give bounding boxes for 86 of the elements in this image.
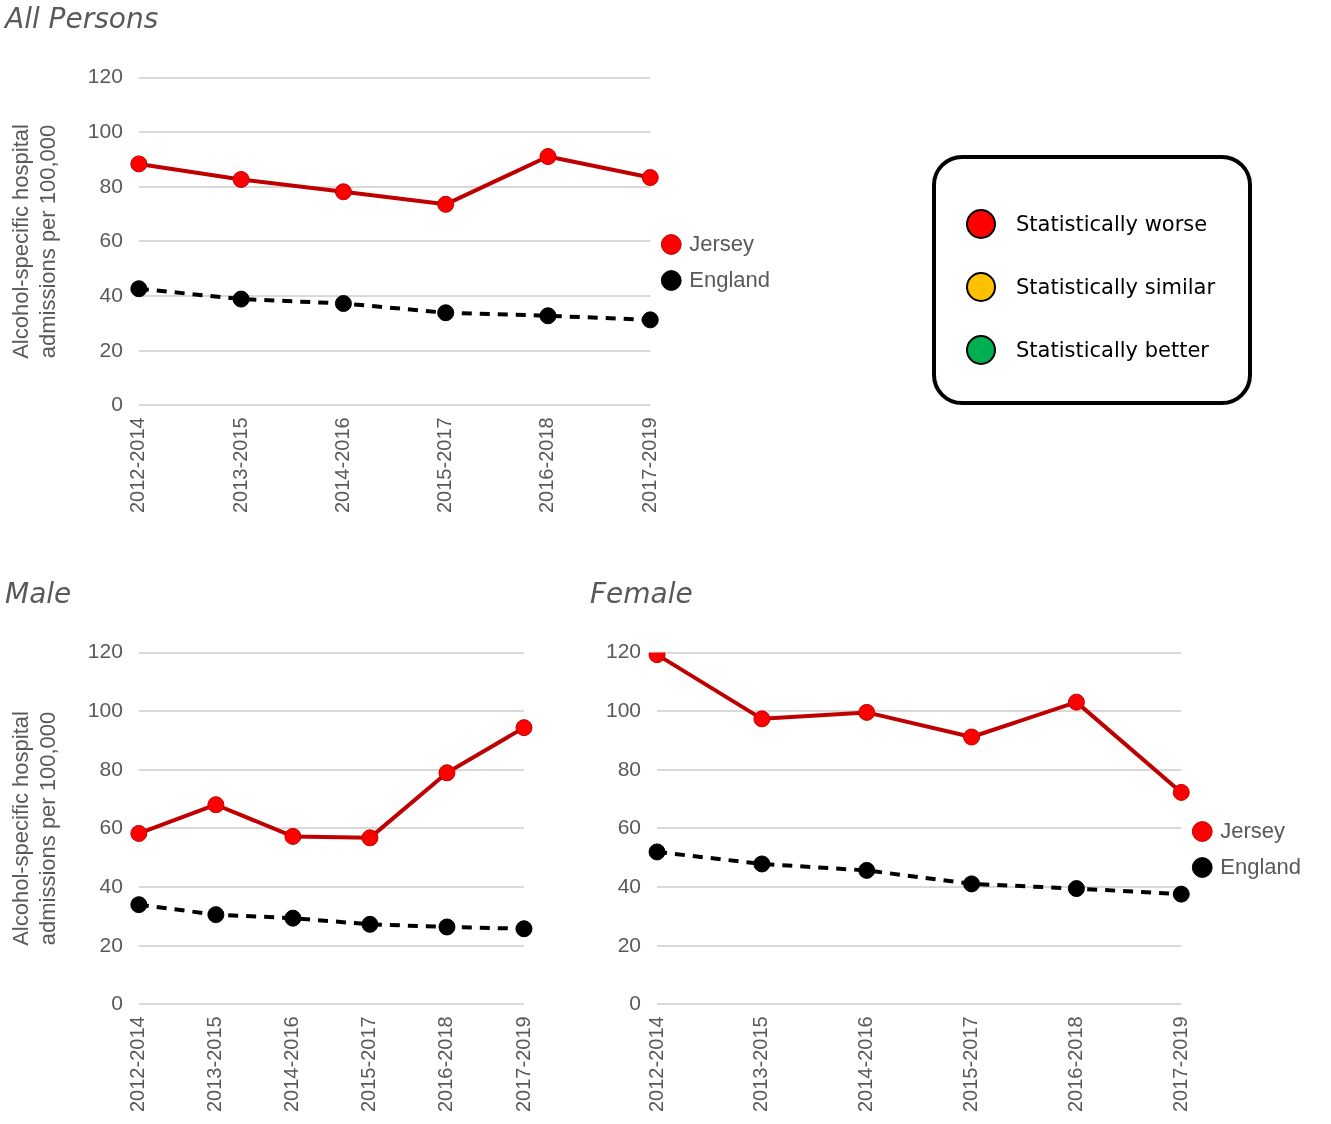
point [334,183,352,201]
x-tick-label: 2017-2019 [511,1016,534,1113]
x-tick-label: 2013-2015 [749,1016,772,1113]
y-tick-label: 100 [87,119,123,143]
point [1172,885,1190,903]
y-tick-label: 60 [99,228,123,252]
point [858,703,876,721]
x-tick-label: 2017-2019 [637,417,660,514]
y-tick-label: 20 [617,932,642,956]
point [437,304,455,322]
point [963,728,981,746]
point [648,843,666,861]
point [963,875,981,893]
y-tick-label: 20 [99,337,123,361]
y-tick-label: 120 [87,64,123,88]
point [1067,880,1085,898]
point [130,280,148,298]
y-tick-label: 0 [111,392,123,416]
point [438,764,456,782]
y-tick-label: 40 [99,282,123,306]
x-tick-label: 2012-2014 [126,1016,149,1113]
y-tick-label: 100 [605,698,642,722]
y-tick-label: 40 [99,873,123,897]
point [232,290,250,308]
chart-title: All Persons [3,2,159,36]
point [232,170,250,188]
point [334,294,352,312]
y-tick-label: 20 [99,932,123,956]
point [641,169,659,187]
y-tick-label: 0 [629,991,642,1015]
point [539,307,557,325]
y-axis-title: Alcohol-specific hospital admissions per 100,000 [8,124,60,359]
y-axis-title: Alcohol-specific hospital admissions per 100,000 [8,711,60,946]
x-tick-label: 2013-2015 [203,1016,226,1113]
x-tick-label: 2016-2018 [535,417,558,514]
x-tick-label: 2015-2017 [433,417,456,514]
x-tick-label: 2013-2015 [228,417,251,514]
text: Statistically similar [1016,275,1216,299]
chart-title: Male [5,577,72,611]
x-tick-label: 2015-2017 [357,1016,380,1113]
point [515,920,533,938]
point [1067,693,1085,711]
point [284,909,302,927]
legend-label: Jersey [689,230,755,256]
point [284,827,302,845]
point [130,824,148,842]
point [207,796,225,814]
text: Statistically better [1016,338,1209,362]
point [753,855,771,873]
legend-label: England [1220,853,1302,879]
x-tick-label: 2017-2019 [1168,1016,1191,1113]
point [361,915,379,933]
y-tick-label: 80 [99,756,123,780]
point [437,195,455,213]
y-tick-label: 80 [99,173,123,197]
point [753,710,771,728]
point [130,896,148,914]
x-tick-label: 2016-2018 [434,1016,457,1113]
point [641,311,659,329]
x-tick-label: 2012-2014 [644,1016,667,1113]
x-tick-label: 2015-2017 [959,1016,982,1113]
point [858,861,876,879]
y-tick-label: 120 [87,639,123,663]
legend-label: Jersey [1220,817,1286,843]
x-tick-label: 2012-2014 [126,417,149,514]
text: Statistically worse [1016,212,1208,236]
y-tick-label: 0 [111,991,123,1015]
point [438,918,456,936]
y-tick-label: 60 [99,815,123,839]
x-tick-label: 2014-2016 [854,1016,877,1113]
x-tick-label: 2016-2018 [1063,1016,1086,1113]
y-tick-label: 80 [617,756,642,780]
point [361,829,379,847]
point [1172,783,1190,801]
chart-title: Female [590,577,693,611]
point [539,148,557,166]
legend-label: England [689,266,771,292]
y-tick-label: 100 [87,698,123,722]
y-tick-label: 40 [617,873,642,897]
y-tick-label: 120 [605,639,642,663]
point [207,906,225,924]
point [515,719,533,737]
y-tick-label: 60 [617,815,642,839]
x-tick-label: 2014-2016 [330,417,353,514]
point [130,155,148,173]
x-tick-label: 2014-2016 [280,1016,303,1113]
